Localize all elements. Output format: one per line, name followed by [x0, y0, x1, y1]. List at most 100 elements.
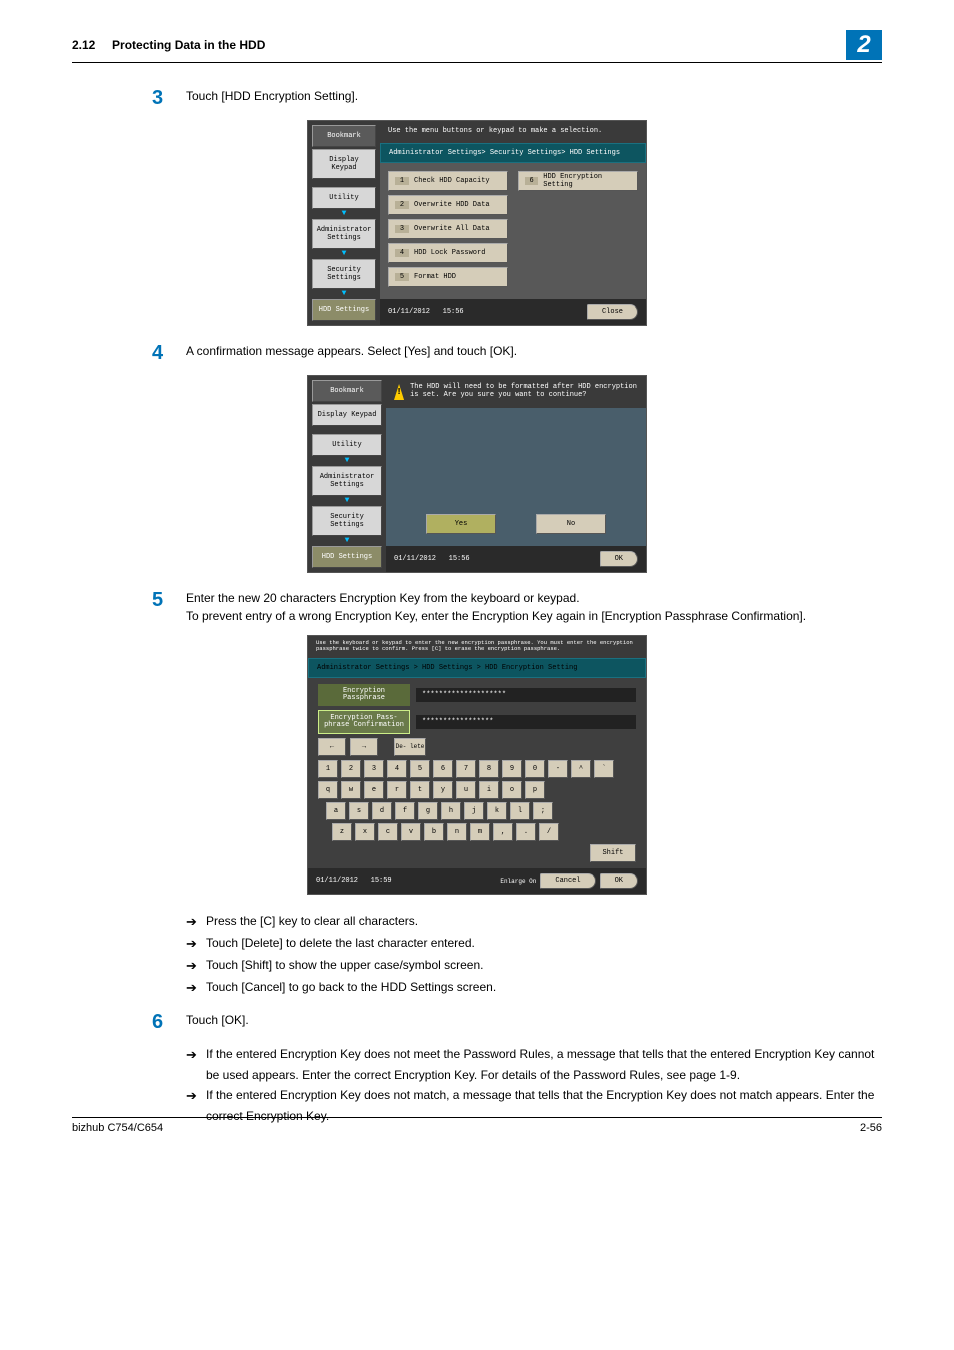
keyboard-key[interactable]: t [410, 781, 430, 799]
close-button[interactable]: Close [587, 304, 638, 320]
step-number: 3 [152, 87, 186, 110]
ok-button[interactable]: OK [600, 873, 638, 889]
passphrase-confirm-label[interactable]: Encryption Pass- phrase Confirmation [318, 710, 410, 734]
overwrite-all-data-button[interactable]: 3Overwrite All Data [388, 219, 508, 239]
keyboard-key[interactable]: l [510, 802, 530, 820]
security-settings-tab[interactable]: Security Settings [312, 259, 376, 289]
display-keypad-tab[interactable]: Display Keypad [312, 404, 382, 426]
overwrite-hdd-data-button[interactable]: 2Overwrite HDD Data [388, 195, 508, 215]
keyboard-key[interactable]: e [364, 781, 384, 799]
admin-settings-tab[interactable]: Administrator Settings [312, 466, 382, 496]
keyboard-key[interactable]: q [318, 781, 338, 799]
format-hdd-button[interactable]: 5Format HDD [388, 267, 508, 287]
passphrase-label[interactable]: Encryption Passphrase [318, 684, 410, 706]
bookmark-tab[interactable]: Bookmark [312, 125, 376, 147]
bullet-list-b: ➔If the entered Encryption Key does not … [186, 1044, 882, 1126]
arrow-icon: ➔ [186, 933, 206, 955]
step-number: 5 [152, 589, 186, 625]
keyboard-key[interactable]: 0 [525, 760, 545, 778]
keyboard-key[interactable]: 9 [502, 760, 522, 778]
enlarge-button[interactable]: Enlarge On [500, 878, 536, 885]
keyboard-key[interactable]: ; [533, 802, 553, 820]
keyboard-key[interactable]: - [548, 760, 568, 778]
keyboard-key[interactable]: , [493, 823, 513, 841]
keyboard-key[interactable]: 1 [318, 760, 338, 778]
keyboard-key[interactable]: 3 [364, 760, 384, 778]
bullet-text: If the entered Encryption Key does not m… [206, 1044, 882, 1085]
chapter-badge: 2 [846, 30, 882, 60]
bookmark-tab[interactable]: Bookmark [312, 380, 382, 402]
arrow-icon: ➔ [186, 977, 206, 999]
ok-button[interactable]: OK [600, 551, 638, 567]
instruction-text: Use the menu buttons or keypad to make a… [380, 121, 646, 143]
button-label: Overwrite All Data [414, 225, 490, 233]
keyboard-key[interactable]: 8 [479, 760, 499, 778]
hdd-settings-tab[interactable]: HDD Settings [312, 546, 382, 568]
security-settings-tab[interactable]: Security Settings [312, 506, 382, 536]
arrow-icon: ➔ [186, 955, 206, 977]
keyboard-key[interactable]: d [372, 802, 392, 820]
keyboard-key[interactable]: k [487, 802, 507, 820]
cancel-button[interactable]: Cancel [540, 873, 595, 889]
section-name: Protecting Data in the HDD [112, 38, 265, 52]
keyboard-key[interactable]: o [502, 781, 522, 799]
hdd-encryption-setting-button[interactable]: 6HDD Encryption Setting [518, 171, 638, 191]
datetime: 01/11/2012 15:56 [388, 308, 464, 316]
hdd-lock-password-button[interactable]: 4HDD Lock Password [388, 243, 508, 263]
hdd-settings-tab[interactable]: HDD Settings [312, 299, 376, 321]
keyboard-key[interactable]: 4 [387, 760, 407, 778]
keyboard-key[interactable]: a [326, 802, 346, 820]
datetime: 01/11/2012 15:56 [394, 555, 470, 563]
keyboard-key[interactable]: / [539, 823, 559, 841]
step-number: 6 [152, 1011, 186, 1034]
shift-key[interactable]: Shift [590, 844, 636, 862]
keyboard-key[interactable]: z [332, 823, 352, 841]
page-header: 2.12 Protecting Data in the HDD 2 [72, 30, 882, 63]
breadcrumb: Administrator Settings > HDD Settings > … [308, 658, 646, 678]
keyboard-key[interactable]: i [479, 781, 499, 799]
keyboard-key[interactable]: w [341, 781, 361, 799]
keyboard-row-1: 1234567890-^` [318, 760, 636, 778]
keyboard-key[interactable]: c [378, 823, 398, 841]
section-title: 2.12 Protecting Data in the HDD [72, 38, 265, 52]
keyboard-key[interactable]: y [433, 781, 453, 799]
arrow-down-icon: ▼ [312, 498, 382, 504]
step-number: 4 [152, 342, 186, 365]
breadcrumb: Administrator Settings> Security Setting… [380, 143, 646, 163]
keyboard-key[interactable]: h [441, 802, 461, 820]
arrow-down-icon: ▼ [312, 251, 376, 257]
display-keypad-tab[interactable]: Display Keypad [312, 149, 376, 179]
utility-tab[interactable]: Utility [312, 187, 376, 209]
keyboard-key[interactable]: 7 [456, 760, 476, 778]
keyboard-key[interactable]: j [464, 802, 484, 820]
keyboard-key[interactable]: g [418, 802, 438, 820]
keyboard-key[interactable]: ^ [571, 760, 591, 778]
keyboard-key[interactable]: r [387, 781, 407, 799]
admin-settings-tab[interactable]: Administrator Settings [312, 219, 376, 249]
yes-button[interactable]: Yes [426, 514, 496, 534]
keyboard-key[interactable]: n [447, 823, 467, 841]
sidebar: Bookmark Display Keypad Utility ▼ Admini… [308, 121, 380, 325]
keyboard-key[interactable]: 5 [410, 760, 430, 778]
keyboard-key[interactable]: b [424, 823, 444, 841]
delete-key[interactable]: De- lete [394, 738, 426, 756]
check-hdd-capacity-button[interactable]: 1Check HDD Capacity [388, 171, 508, 191]
step-6: 6 Touch [OK]. [152, 1011, 882, 1034]
keyboard-key[interactable]: ` [594, 760, 614, 778]
keyboard-key[interactable]: m [470, 823, 490, 841]
utility-tab[interactable]: Utility [312, 434, 382, 456]
keyboard-key[interactable]: 2 [341, 760, 361, 778]
arrow-left-key[interactable]: ← [318, 738, 346, 756]
keyboard-key[interactable]: . [516, 823, 536, 841]
no-button[interactable]: No [536, 514, 606, 534]
keyboard-key[interactable]: p [525, 781, 545, 799]
keyboard-key[interactable]: f [395, 802, 415, 820]
arrow-right-key[interactable]: → [350, 738, 378, 756]
keyboard-key[interactable]: u [456, 781, 476, 799]
keyboard-key[interactable]: x [355, 823, 375, 841]
keyboard-key[interactable]: s [349, 802, 369, 820]
keyboard-key[interactable]: 6 [433, 760, 453, 778]
keyboard-key[interactable]: v [401, 823, 421, 841]
step-5: 5 Enter the new 20 characters Encryption… [152, 589, 882, 625]
bullet-text: Touch [Cancel] to go back to the HDD Set… [206, 977, 882, 999]
